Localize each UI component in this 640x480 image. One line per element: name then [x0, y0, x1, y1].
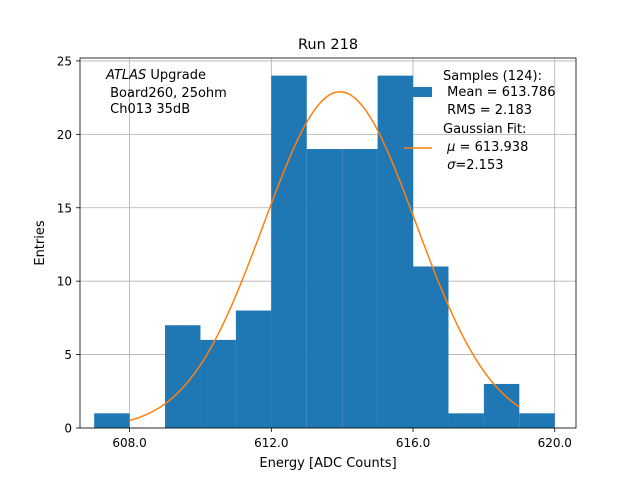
histogram-bar — [94, 413, 130, 428]
legend: Samples (124): Mean = 613.786 RMS = 2.18… — [404, 69, 555, 173]
histogram-bar — [377, 75, 414, 428]
legend-fit-title: Gaussian Fit: — [443, 122, 526, 137]
annotation-atlas: ATLAS — [105, 68, 146, 83]
mu-symbol: μ — [446, 140, 455, 155]
y-tick-label: 15 — [57, 201, 72, 215]
histogram-bar — [519, 413, 555, 428]
annotation-line-2: Board260, 25ohm — [106, 86, 227, 101]
legend-samples-rms: RMS = 2.183 — [443, 103, 532, 118]
legend-samples-patch — [404, 87, 432, 97]
histogram-bar — [483, 383, 520, 428]
mu-value: = 613.938 — [455, 140, 528, 155]
histogram-bar — [271, 75, 307, 428]
histogram-bar — [235, 310, 272, 428]
y-tick-label: 5 — [64, 348, 72, 362]
y-tick-label: 0 — [64, 422, 72, 436]
y-tick-label: 20 — [57, 128, 72, 142]
histogram-bar — [448, 413, 484, 428]
gaussian-fit-curve — [129, 91, 520, 422]
sigma-symbol: σ — [447, 158, 456, 173]
annotation-line-1: ATLAS Upgrade — [105, 68, 206, 83]
histogram-bar — [306, 149, 343, 429]
y-tick-label: 10 — [57, 275, 72, 289]
sigma-value: =2.153 — [455, 158, 503, 173]
histogram-bar — [342, 149, 378, 429]
chart-title: Run 218 — [298, 37, 358, 53]
y-axis-label: Entries — [33, 220, 48, 266]
x-tick-label: 608.0 — [112, 436, 146, 450]
legend-samples-mean: Mean = 613.786 — [443, 85, 555, 100]
x-tick-label: 616.0 — [396, 436, 430, 450]
legend-fit-sigma: σ=2.153 — [443, 158, 504, 173]
x-tick-label: 612.0 — [254, 436, 288, 450]
x-tick-label: 620.0 — [538, 436, 572, 450]
plot-frame — [79, 57, 577, 429]
legend-samples-title: Samples (124): — [443, 69, 542, 84]
histogram-bar — [200, 339, 236, 428]
x-axis-label: Energy [ADC Counts] — [259, 456, 396, 471]
x-axis-ticks: 608.0 612.0 616.0 620.0 — [112, 428, 572, 450]
legend-fit-mu: μ = 613.938 — [443, 140, 528, 155]
histogram-bar — [413, 266, 449, 428]
annotation-line-3: Ch013 35dB — [106, 102, 190, 117]
histogram-bar — [165, 325, 201, 428]
annotation-upgrade: Upgrade — [146, 68, 206, 83]
annotation-text: ATLAS Upgrade Board260, 25ohm Ch013 35dB — [105, 68, 227, 117]
y-axis-ticks: 0 5 10 15 20 25 — [57, 54, 80, 436]
y-tick-label: 25 — [57, 54, 72, 68]
